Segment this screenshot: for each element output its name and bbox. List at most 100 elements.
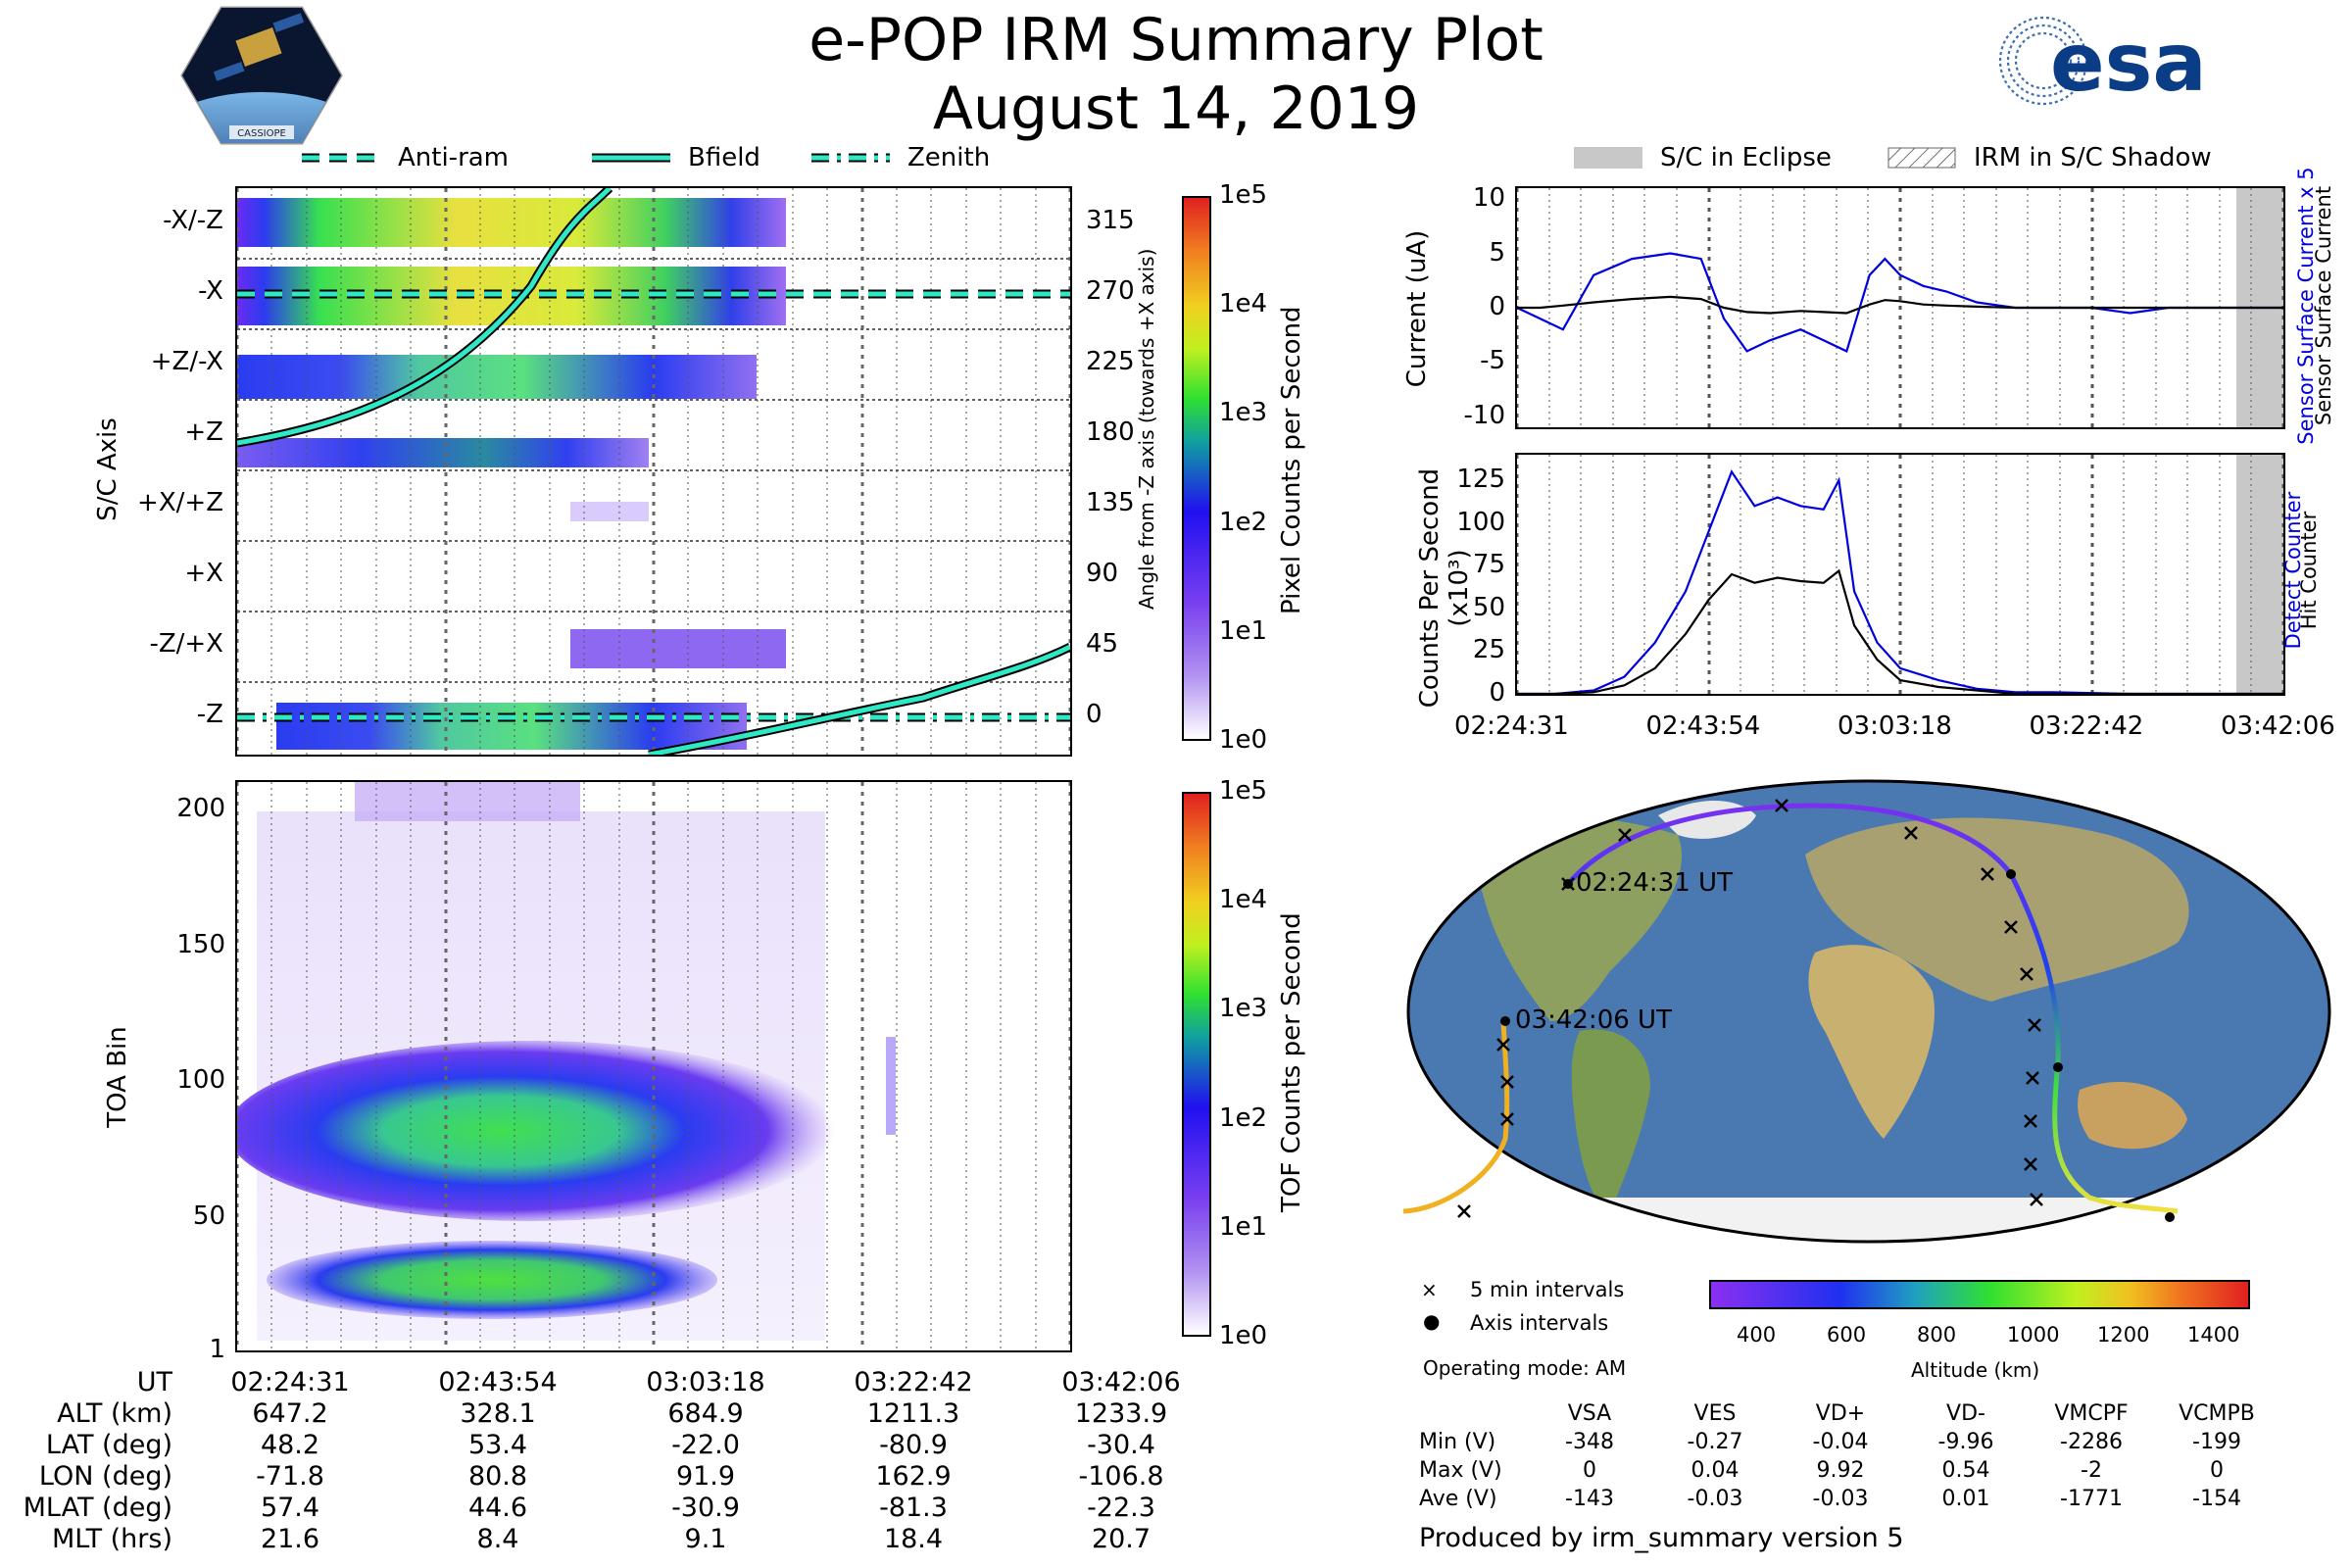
tof-heatmap [237, 782, 1070, 1350]
pixel-y-category: +Z/-X [150, 347, 223, 376]
map-start-label: 02:24:31 UT [1576, 868, 1733, 898]
voltage-row-label: Min (V) [1419, 1430, 1496, 1454]
series-line [1517, 295, 2283, 315]
voltage-header: VES [1693, 1401, 1737, 1426]
voltage-cell: -0.04 [1812, 1430, 1869, 1454]
voltage-cell: 0.01 [1941, 1487, 1990, 1511]
shadow-swatch [1887, 147, 1956, 169]
orbit-map: 02:24:31 UT 03:42:06 UT [1402, 776, 2334, 1247]
counts-x-tick: 02:43:54 [1645, 711, 1761, 741]
band-xz [237, 198, 786, 247]
colorbar-tick: 1e1 [1219, 1211, 1268, 1242]
pixel-y-category: +Z [184, 417, 223, 447]
australia [2078, 1081, 2187, 1150]
counts-chart [1517, 455, 2283, 694]
position-cell: 03:22:42 [854, 1366, 973, 1397]
plot-title: e-POP IRM Summary Plot [808, 6, 1544, 74]
tof-spike [886, 1037, 896, 1135]
legend-dot-marker: ● [1423, 1309, 1441, 1333]
band-zx2 [570, 629, 786, 668]
position-table: UT 02:24:31 02:43:54 03:03:18 03:22:42 03:42:… [0, 1366, 1225, 1554]
map-end-label: 03:42:06 UT [1515, 1005, 1672, 1035]
pixel-y-right-tick: 90 [1086, 559, 1119, 588]
legend-zenith: Zenith [811, 143, 990, 172]
pixel-y-category: -Z [196, 700, 223, 729]
tof-colorbar-label: TOF Counts per Second [1277, 912, 1306, 1212]
pixel-right-ylabel: Angle from -Z axis (towards +X axis) [1135, 248, 1158, 610]
pixel-y-right-tick: 45 [1086, 629, 1119, 659]
bfield-line [237, 188, 1070, 755]
voltage-row: Min (V) -348 -0.27 -0.04 -9.96 -2286 -199 [1419, 1428, 2279, 1456]
altitude-tick: 1000 [2007, 1323, 2060, 1347]
south-america [1571, 1029, 1650, 1217]
colorbar-tick: 1e5 [1219, 180, 1268, 210]
pixel-y-category: -X [198, 276, 223, 306]
y-tick: 0 [1489, 678, 1505, 708]
pixel-colorbar-label: Pixel Counts per Second [1277, 306, 1306, 614]
pixel-y-category: -X/-Z [163, 206, 223, 235]
voltage-cell: -0.03 [1687, 1487, 1743, 1511]
y-tick: -10 [1463, 400, 1505, 430]
counts-x-tick: 02:24:31 [1454, 711, 1569, 741]
legend-axis: Axis intervals [1470, 1311, 1609, 1335]
pixel-y-category: +X [184, 559, 223, 588]
band-z [237, 438, 649, 467]
orbit-track-main [1566, 803, 2179, 1214]
position-cell: -22.0 [671, 1429, 740, 1460]
altitude-colorbar [1709, 1280, 2250, 1309]
position-row-label: MLT (hrs) [51, 1523, 172, 1554]
pixel-y-right-tick: 270 [1086, 276, 1135, 306]
footer: Produced by irm_summary version 5 [1419, 1523, 1904, 1553]
tof-y-tick: 200 [176, 793, 225, 823]
legend-antiram-label: Anti-ram [398, 143, 510, 172]
position-row: ALT (km) 647.2 328.1 684.9 1211.3 1233.9 [0, 1397, 1225, 1429]
pixel-y-right-tick: 315 [1086, 206, 1135, 235]
position-cell: 1211.3 [866, 1397, 960, 1429]
counts-x-tick: 03:22:42 [2029, 711, 2144, 741]
position-cell: -81.3 [879, 1492, 948, 1523]
colorbar-tick: 1e1 [1219, 615, 1268, 646]
legend-zenith-label: Zenith [907, 143, 991, 172]
voltage-header: VD- [1946, 1401, 1985, 1426]
position-cell: 18.4 [883, 1523, 944, 1554]
eclipse-swatch [1574, 147, 1642, 169]
band-negz [276, 703, 747, 750]
voltage-header-row: VSA VES VD+ VD- VMCPF VCMPB [1419, 1399, 2279, 1428]
pixel-heatmap [237, 188, 1070, 755]
position-cell: 03:42:06 [1061, 1366, 1181, 1397]
colorbar-tick: 1e3 [1219, 994, 1268, 1024]
position-cell: 21.6 [260, 1523, 320, 1554]
y-tick: 50 [1472, 592, 1505, 622]
colorbar-tick: 1e0 [1219, 1321, 1268, 1350]
antarctica [1408, 1198, 2329, 1242]
altitude-tick: 1200 [2097, 1323, 2150, 1347]
tof-heatmap-panel [235, 780, 1072, 1352]
altitude-label: Altitude (km) [1911, 1358, 2040, 1382]
y-tick: 100 [1456, 507, 1505, 537]
voltage-row-label: Max (V) [1419, 1458, 1502, 1483]
voltage-cell: 9.92 [1816, 1458, 1865, 1483]
africa [1808, 945, 1935, 1139]
esa-text: esa [2050, 17, 2207, 110]
axis-markers [1500, 869, 2175, 1222]
position-row-label: LAT (deg) [45, 1429, 172, 1460]
pixel-colorbar [1182, 196, 1211, 741]
position-row-label: ALT (km) [57, 1397, 172, 1429]
voltage-table: VSA VES VD+ VD- VMCPF VCMPB Min (V) -348 -0.27 -0… [1419, 1399, 2279, 1513]
colorbar-tick: 1e0 [1219, 725, 1268, 755]
voltage-cell: -0.27 [1687, 1430, 1743, 1454]
legend-antiram: Anti-ram [302, 143, 509, 172]
tof-y-tick: 150 [176, 929, 225, 959]
position-row-label: MLAT (deg) [23, 1492, 172, 1523]
legend-shadow: IRM in S/C Shadow [1887, 143, 2212, 172]
voltage-row: Max (V) 0 0.04 9.92 0.54 -2 0 [1419, 1456, 2279, 1485]
voltage-cell: 0.54 [1941, 1458, 1990, 1483]
position-cell: 684.9 [667, 1397, 744, 1429]
voltage-header: VMCPF [2054, 1401, 2129, 1426]
north-america [1472, 816, 1682, 1021]
pixel-heatmap-panel [235, 186, 1072, 757]
position-row-label: LON (deg) [38, 1460, 172, 1492]
series-line [1517, 252, 2283, 353]
position-cell: 91.9 [675, 1460, 736, 1492]
colorbar-tick: 1e2 [1219, 1102, 1268, 1133]
